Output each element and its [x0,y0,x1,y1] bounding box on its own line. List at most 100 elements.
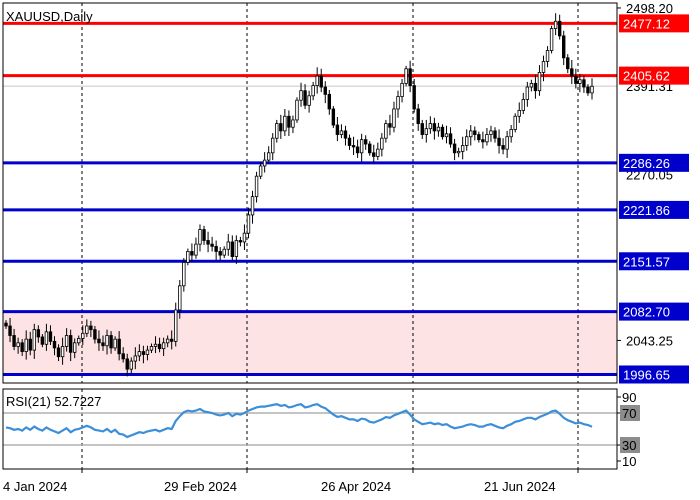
candle-bullish [198,229,202,245]
date-tick-label: 26 Apr 2024 [321,479,391,494]
level-label-box [619,153,689,172]
candle-bullish [186,251,190,263]
candle-bearish [36,329,41,338]
candle-bearish [20,342,24,352]
candle-bullish [400,82,404,97]
candle-bullish [246,214,251,234]
candle-bearish [481,139,485,143]
price-tick-label: 2498.20 [626,1,673,16]
candle-bullish [149,346,154,351]
candle-bullish [380,137,384,150]
date-tick-label: 29 Feb 2024 [164,479,237,494]
candle-bullish [133,355,138,362]
price-axis: 2498.202043.252270.052156.652391.312477.… [617,1,689,469]
candle-bearish [202,229,206,241]
candle-bearish [562,35,566,59]
candle-bearish [97,338,101,344]
candle-bullish [529,82,534,88]
grid-lines [3,3,617,469]
candle-bullish [242,232,247,243]
level-label-box [619,14,689,33]
candle-bearish [582,79,586,88]
candle-bearish [412,85,416,110]
candle-bearish [574,75,578,84]
candle-bearish [206,240,210,245]
candle-bearish [303,90,307,106]
candle-bullish [291,119,295,128]
candle-bullish [64,335,69,347]
candle-bullish [465,136,469,146]
candle-bearish [214,245,218,252]
level-label-box [619,252,689,271]
candle-bearish [343,130,348,139]
candle-bearish [327,93,332,110]
candle-bullish [396,96,400,110]
candle-bullish [311,85,315,97]
candle-bullish [275,123,279,139]
candle-bullish [505,136,509,150]
candle-bullish [24,338,28,352]
candle-bullish [73,342,77,353]
candle-bullish [145,349,150,355]
date-tick-label: 21 Jun 2024 [484,479,556,494]
candle-bearish [89,325,93,331]
candle-bullish [359,139,364,154]
candle-bearish [68,335,73,353]
candle-bearish [28,338,32,351]
main-panel-frame [2,2,618,384]
candle-bearish [355,146,360,154]
candle-bullish [161,342,166,350]
candle-bullish [376,148,380,157]
candle-bullish [266,152,271,161]
level-label: 2286.26 [623,156,670,171]
candle-bearish [501,145,505,150]
chart-title: XAUUSD,Daily [6,9,93,24]
candle-bullish [178,285,182,311]
candle-bullish [469,130,473,138]
candle-bullish [283,115,287,132]
candle-bullish [525,86,530,100]
candle-bearish [452,143,457,154]
shaded-demand-zone [3,311,617,375]
candle-bullish [85,325,89,334]
rsi-tick-label: 90 [622,390,636,405]
candle-bullish [392,108,396,128]
rsi-level-box [620,437,640,453]
candle-bullish [513,115,517,130]
candle-bearish [420,123,424,135]
candle-bearish [238,240,243,243]
candle-bullish [295,99,299,121]
candle-bearish [210,243,214,247]
rsi-tick-label: 70 [622,406,636,421]
panel-frames [2,2,618,470]
candle-bullish [578,79,582,84]
level-label-box [619,200,689,219]
candle-bearish [363,139,368,145]
candle-bullish [384,123,388,139]
candle-bullish [549,28,554,51]
candle-bullish [489,130,493,135]
candle-bearish [351,145,356,148]
price-tick-label: 2043.25 [626,333,673,348]
candle-bearish [141,351,146,355]
rsi-tick-label: 30 [622,438,636,453]
candle-bullish [590,85,594,94]
candle-bearish [408,68,412,86]
candle-bearish [566,57,570,70]
candle-bullish [258,165,263,177]
date-axis: 4 Jan 2024 29 Feb 2024 26 Apr 2024 21 Jun 2… [3,469,579,494]
candle-bearish [416,108,420,124]
candle-bullish [182,262,186,287]
rsi-panel-frame [2,388,618,470]
level-label: 2082.70 [623,305,670,320]
candle-bullish [456,150,461,154]
candle-bearish [56,347,61,358]
candle-bullish [234,240,239,257]
level-label: 2405.62 [623,69,670,84]
level-lines [3,21,617,376]
rsi-title: RSI(21) 52.7227 [6,394,101,409]
candle-bullish [105,335,109,347]
candle-bullish [553,20,558,29]
candle-bearish [319,75,323,88]
candle-bearish [48,331,53,342]
